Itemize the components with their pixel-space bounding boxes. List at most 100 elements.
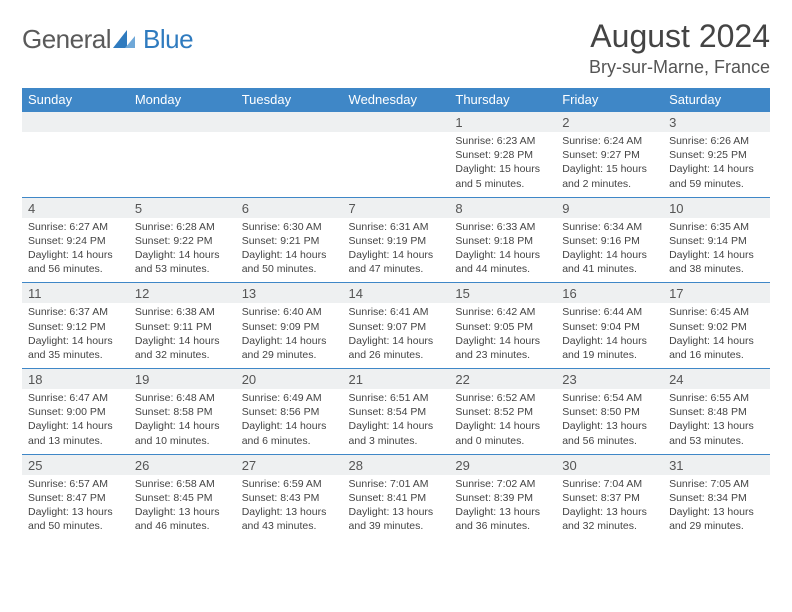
daylight-text: Daylight: 14 hours and 16 minutes.	[669, 334, 764, 362]
day-detail: Sunrise: 6:42 AMSunset: 9:05 PMDaylight:…	[449, 303, 556, 368]
sunset-text: Sunset: 9:12 PM	[28, 320, 123, 334]
daylight-text: Daylight: 14 hours and 47 minutes.	[349, 248, 444, 276]
day-detail: Sunrise: 6:48 AMSunset: 8:58 PMDaylight:…	[129, 389, 236, 454]
day-number: 24	[663, 369, 770, 390]
daylight-text: Daylight: 13 hours and 46 minutes.	[135, 505, 230, 533]
day-detail: Sunrise: 7:02 AMSunset: 8:39 PMDaylight:…	[449, 475, 556, 540]
date-number-row: 18192021222324	[22, 369, 770, 390]
date-number-row: 123	[22, 112, 770, 133]
sunrise-text: Sunrise: 6:28 AM	[135, 220, 230, 234]
day-number: 27	[236, 454, 343, 475]
day-number: 3	[663, 112, 770, 133]
sunrise-text: Sunrise: 6:30 AM	[242, 220, 337, 234]
day-number: 8	[449, 197, 556, 218]
day-detail: Sunrise: 6:47 AMSunset: 9:00 PMDaylight:…	[22, 389, 129, 454]
day-detail: Sunrise: 7:01 AMSunset: 8:41 PMDaylight:…	[343, 475, 450, 540]
day-detail	[129, 132, 236, 197]
sunset-text: Sunset: 9:16 PM	[562, 234, 657, 248]
sunset-text: Sunset: 9:18 PM	[455, 234, 550, 248]
day-detail: Sunrise: 6:40 AMSunset: 9:09 PMDaylight:…	[236, 303, 343, 368]
day-number: 6	[236, 197, 343, 218]
day-number: 25	[22, 454, 129, 475]
sunset-text: Sunset: 9:05 PM	[455, 320, 550, 334]
daylight-text: Daylight: 14 hours and 35 minutes.	[28, 334, 123, 362]
day-number: 28	[343, 454, 450, 475]
day-number: 5	[129, 197, 236, 218]
day-detail: Sunrise: 6:52 AMSunset: 8:52 PMDaylight:…	[449, 389, 556, 454]
sunset-text: Sunset: 8:52 PM	[455, 405, 550, 419]
brand-logo: General Blue	[22, 18, 193, 55]
day-number: 31	[663, 454, 770, 475]
day-detail: Sunrise: 6:49 AMSunset: 8:56 PMDaylight:…	[236, 389, 343, 454]
day-detail	[343, 132, 450, 197]
brand-text-1: General	[22, 24, 111, 55]
day-header: Saturday	[663, 88, 770, 112]
sunrise-text: Sunrise: 6:44 AM	[562, 305, 657, 319]
daylight-text: Daylight: 15 hours and 2 minutes.	[562, 162, 657, 190]
sunrise-text: Sunrise: 6:49 AM	[242, 391, 337, 405]
day-number	[236, 112, 343, 133]
daylight-text: Daylight: 14 hours and 59 minutes.	[669, 162, 764, 190]
title-block: August 2024 Bry-sur-Marne, France	[589, 18, 770, 78]
sunset-text: Sunset: 9:25 PM	[669, 148, 764, 162]
day-number: 11	[22, 283, 129, 304]
daylight-text: Daylight: 14 hours and 41 minutes.	[562, 248, 657, 276]
triangle-icon	[113, 30, 141, 50]
date-detail-row: Sunrise: 6:27 AMSunset: 9:24 PMDaylight:…	[22, 218, 770, 283]
daylight-text: Daylight: 14 hours and 6 minutes.	[242, 419, 337, 447]
sunset-text: Sunset: 9:27 PM	[562, 148, 657, 162]
daylight-text: Daylight: 13 hours and 53 minutes.	[669, 419, 764, 447]
date-detail-row: Sunrise: 6:57 AMSunset: 8:47 PMDaylight:…	[22, 475, 770, 540]
daylight-text: Daylight: 14 hours and 50 minutes.	[242, 248, 337, 276]
sunrise-text: Sunrise: 6:47 AM	[28, 391, 123, 405]
sunrise-text: Sunrise: 6:57 AM	[28, 477, 123, 491]
sunset-text: Sunset: 8:47 PM	[28, 491, 123, 505]
date-number-row: 11121314151617	[22, 283, 770, 304]
daylight-text: Daylight: 14 hours and 44 minutes.	[455, 248, 550, 276]
daylight-text: Daylight: 13 hours and 32 minutes.	[562, 505, 657, 533]
sunset-text: Sunset: 8:39 PM	[455, 491, 550, 505]
calendar-table: SundayMondayTuesdayWednesdayThursdayFrid…	[22, 88, 770, 539]
day-detail: Sunrise: 6:31 AMSunset: 9:19 PMDaylight:…	[343, 218, 450, 283]
sunset-text: Sunset: 9:04 PM	[562, 320, 657, 334]
sunrise-text: Sunrise: 6:55 AM	[669, 391, 764, 405]
day-header-row: SundayMondayTuesdayWednesdayThursdayFrid…	[22, 88, 770, 112]
day-detail: Sunrise: 6:37 AMSunset: 9:12 PMDaylight:…	[22, 303, 129, 368]
day-number: 7	[343, 197, 450, 218]
day-number: 15	[449, 283, 556, 304]
day-number: 4	[22, 197, 129, 218]
day-detail: Sunrise: 6:57 AMSunset: 8:47 PMDaylight:…	[22, 475, 129, 540]
date-detail-row: Sunrise: 6:37 AMSunset: 9:12 PMDaylight:…	[22, 303, 770, 368]
daylight-text: Daylight: 14 hours and 53 minutes.	[135, 248, 230, 276]
daylight-text: Daylight: 13 hours and 50 minutes.	[28, 505, 123, 533]
daylight-text: Daylight: 14 hours and 10 minutes.	[135, 419, 230, 447]
day-detail: Sunrise: 6:55 AMSunset: 8:48 PMDaylight:…	[663, 389, 770, 454]
day-number: 19	[129, 369, 236, 390]
day-detail: Sunrise: 6:33 AMSunset: 9:18 PMDaylight:…	[449, 218, 556, 283]
daylight-text: Daylight: 13 hours and 56 minutes.	[562, 419, 657, 447]
sunset-text: Sunset: 8:50 PM	[562, 405, 657, 419]
day-detail: Sunrise: 6:27 AMSunset: 9:24 PMDaylight:…	[22, 218, 129, 283]
sunrise-text: Sunrise: 6:37 AM	[28, 305, 123, 319]
day-number: 30	[556, 454, 663, 475]
day-number: 23	[556, 369, 663, 390]
daylight-text: Daylight: 14 hours and 13 minutes.	[28, 419, 123, 447]
sunset-text: Sunset: 8:54 PM	[349, 405, 444, 419]
daylight-text: Daylight: 14 hours and 56 minutes.	[28, 248, 123, 276]
day-detail: Sunrise: 6:51 AMSunset: 8:54 PMDaylight:…	[343, 389, 450, 454]
date-number-row: 45678910	[22, 197, 770, 218]
sunset-text: Sunset: 8:34 PM	[669, 491, 764, 505]
date-number-row: 25262728293031	[22, 454, 770, 475]
sunset-text: Sunset: 9:14 PM	[669, 234, 764, 248]
day-number: 22	[449, 369, 556, 390]
sunset-text: Sunset: 8:41 PM	[349, 491, 444, 505]
sunset-text: Sunset: 9:11 PM	[135, 320, 230, 334]
sunrise-text: Sunrise: 6:54 AM	[562, 391, 657, 405]
day-detail: Sunrise: 6:45 AMSunset: 9:02 PMDaylight:…	[663, 303, 770, 368]
sunset-text: Sunset: 9:21 PM	[242, 234, 337, 248]
sunrise-text: Sunrise: 7:02 AM	[455, 477, 550, 491]
day-detail: Sunrise: 6:59 AMSunset: 8:43 PMDaylight:…	[236, 475, 343, 540]
day-detail	[22, 132, 129, 197]
sunrise-text: Sunrise: 6:45 AM	[669, 305, 764, 319]
day-detail: Sunrise: 7:04 AMSunset: 8:37 PMDaylight:…	[556, 475, 663, 540]
